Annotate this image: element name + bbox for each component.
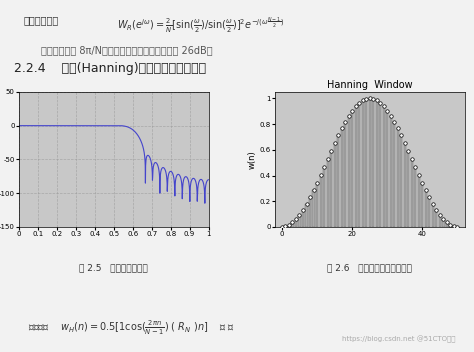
Title: Hanning  Window: Hanning Window — [327, 80, 412, 90]
Bar — [421, 183, 423, 227]
Bar — [404, 143, 406, 227]
Bar — [344, 121, 346, 227]
Bar — [316, 183, 318, 227]
Bar — [379, 103, 381, 227]
Bar — [393, 121, 395, 227]
Bar — [358, 103, 360, 227]
Bar — [351, 111, 353, 227]
Bar — [400, 135, 402, 227]
Bar — [355, 106, 357, 227]
Bar — [330, 151, 332, 227]
Bar — [295, 219, 297, 227]
Bar — [337, 135, 339, 227]
Text: 图 2.6   汉宁窗函数的脉冲响应: 图 2.6 汉宁窗函数的脉冲响应 — [327, 263, 412, 272]
Bar — [428, 197, 430, 227]
Text: $W_R(e^{j\omega})=\frac{2}{N}[\sin(\frac{\omega}{2})/\sin(\frac{\omega}{2})]^2e^: $W_R(e^{j\omega})=\frac{2}{N}[\sin(\frac… — [117, 15, 284, 34]
Bar — [362, 100, 364, 227]
Bar — [327, 159, 328, 227]
Bar — [305, 204, 308, 227]
Bar — [312, 190, 315, 227]
Bar — [407, 151, 410, 227]
Bar — [397, 128, 399, 227]
Bar — [418, 175, 420, 227]
Bar — [372, 99, 374, 227]
Bar — [376, 100, 378, 227]
Bar — [439, 215, 441, 227]
Bar — [334, 143, 336, 227]
Bar — [302, 209, 304, 227]
Bar — [436, 209, 438, 227]
Bar — [414, 166, 417, 227]
Bar — [432, 204, 434, 227]
Bar — [323, 166, 325, 227]
Text: 其频率响应：: 其频率响应： — [23, 15, 59, 25]
Bar — [386, 111, 388, 227]
Bar — [446, 222, 448, 227]
Bar — [369, 98, 371, 227]
Text: 图 2.5   滤波器频率响应: 图 2.5 滤波器频率响应 — [79, 263, 148, 272]
Bar — [442, 219, 445, 227]
Bar — [390, 116, 392, 227]
Bar — [425, 190, 427, 227]
Text: 2.2.4    汉宁(Hanning)窗（又称升余弦窗）: 2.2.4 汉宁(Hanning)窗（又称升余弦窗） — [14, 62, 206, 75]
Bar — [365, 99, 367, 227]
Bar — [309, 197, 311, 227]
Bar — [383, 106, 385, 227]
Bar — [453, 226, 455, 227]
Bar — [292, 222, 293, 227]
Bar — [319, 175, 322, 227]
Text: 其主瓣宽度为 8π/N，第一旁瓣宽度比第一主瓣低 26dB。: 其主瓣宽度为 8π/N，第一旁瓣宽度比第一主瓣低 26dB。 — [41, 45, 213, 55]
Bar — [341, 128, 343, 227]
Y-axis label: w(n): w(n) — [248, 150, 257, 169]
Bar — [284, 226, 286, 227]
Bar — [288, 225, 290, 227]
Bar — [411, 159, 413, 227]
Text: https://blog.csdn.net @51CTO博客: https://blog.csdn.net @51CTO博客 — [342, 336, 456, 343]
Text: 窗函数：    $w_H(n)= 0.5[1 \cos(\frac{2\pi n}{N-1})\ (\ R_N\ )n]$    （ ）: 窗函数： $w_H(n)= 0.5[1 \cos(\frac{2\pi n}{N… — [28, 319, 234, 338]
Bar — [347, 116, 350, 227]
Bar — [449, 225, 452, 227]
Bar — [299, 215, 301, 227]
